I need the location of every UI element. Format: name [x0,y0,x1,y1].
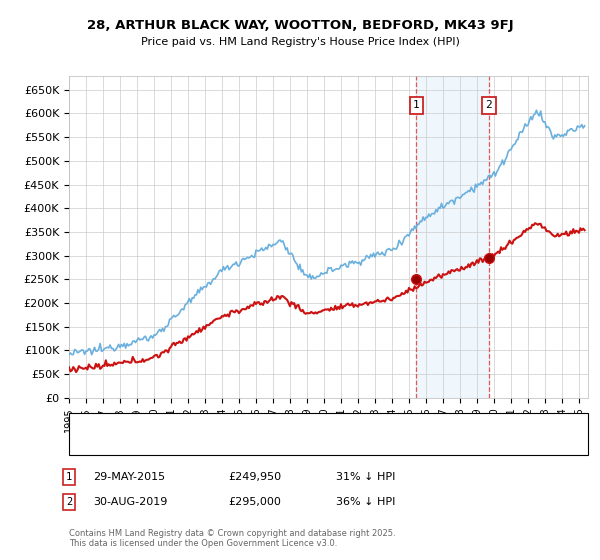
Text: 2: 2 [485,100,492,110]
Bar [416,76,489,398]
Text: HPI: Average price, detached house, Bedford: HPI: Average price, detached house, Bedf… [102,438,321,448]
Text: 1: 1 [413,100,420,110]
Text: 30-AUG-2019: 30-AUG-2019 [93,497,167,507]
Text: 1: 1 [66,472,72,482]
Text: ——: —— [76,436,101,450]
Text: £249,950: £249,950 [228,472,281,482]
Text: 28, ARTHUR BLACK WAY, WOOTTON, BEDFORD, MK43 9FJ (detached house): 28, ARTHUR BLACK WAY, WOOTTON, BEDFORD, … [102,419,472,430]
Text: 36% ↓ HPI: 36% ↓ HPI [336,497,395,507]
Text: 29-MAY-2015: 29-MAY-2015 [93,472,165,482]
Text: Contains HM Land Registry data © Crown copyright and database right 2025.
This d: Contains HM Land Registry data © Crown c… [69,529,395,548]
Text: ——: —— [76,418,101,431]
Text: Price paid vs. HM Land Registry's House Price Index (HPI): Price paid vs. HM Land Registry's House … [140,37,460,47]
Text: 28, ARTHUR BLACK WAY, WOOTTON, BEDFORD, MK43 9FJ: 28, ARTHUR BLACK WAY, WOOTTON, BEDFORD, … [86,18,514,32]
Text: £295,000: £295,000 [228,497,281,507]
Text: 31% ↓ HPI: 31% ↓ HPI [336,472,395,482]
Text: 2: 2 [66,497,72,507]
